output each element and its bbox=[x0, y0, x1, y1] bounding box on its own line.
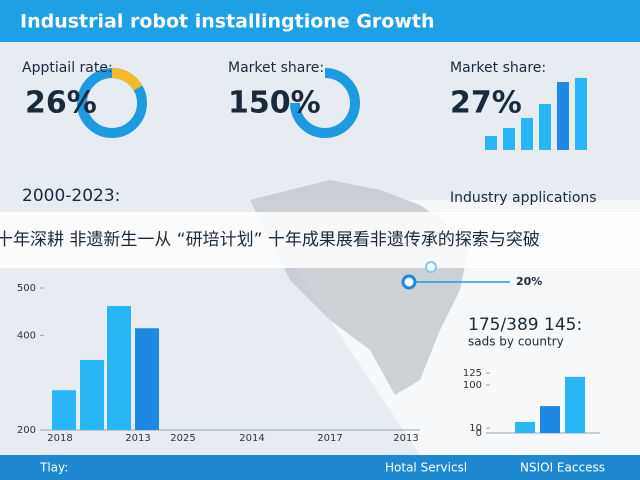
y-tick-label: 400 bbox=[17, 330, 36, 341]
footer-item: Tlay: bbox=[39, 461, 68, 475]
x-tick-label: 2013 bbox=[125, 433, 150, 444]
x-tick-label: 2013 bbox=[393, 433, 418, 444]
kpi-value: 150% bbox=[228, 86, 321, 121]
kpi-value: 26% bbox=[25, 86, 97, 121]
map-dot bbox=[401, 274, 417, 290]
industry: Industry applications bbox=[450, 190, 597, 206]
kpi-label: Apptiail rate: bbox=[22, 60, 113, 76]
kpi-label: Market share: bbox=[228, 60, 324, 76]
x-tick-label: 2025 bbox=[170, 433, 195, 444]
map-dot bbox=[425, 261, 437, 273]
stat-caption: sads by country bbox=[468, 335, 564, 349]
y-tick-label: 125 bbox=[463, 368, 482, 379]
banner-band bbox=[0, 212, 640, 268]
mini-bars bbox=[485, 78, 587, 150]
x-tick-label: 2017 bbox=[317, 433, 342, 444]
y-tick-label: 200 bbox=[17, 425, 36, 436]
bar bbox=[52, 390, 76, 430]
footer-item: Hotal Servicsl bbox=[385, 461, 467, 475]
banner: 十年深耕 非遗新生一从 “研培计划” 十年成果展看非遗传承的探索与突破 bbox=[0, 230, 540, 250]
bar bbox=[540, 406, 560, 433]
footer-band bbox=[0, 455, 640, 480]
y-tick-label: 10 bbox=[469, 423, 482, 434]
title: Industrial robot installingtione Growth bbox=[20, 11, 435, 33]
kpi-value: 27% bbox=[450, 86, 522, 121]
map-label: 20% bbox=[516, 275, 542, 288]
y-tick-label: 500 bbox=[17, 283, 36, 294]
x-tick-label: 2014 bbox=[239, 433, 264, 444]
bar bbox=[80, 359, 104, 430]
bar bbox=[135, 328, 159, 430]
footer-item: NSIOI Eaccess bbox=[520, 461, 605, 475]
bar bbox=[107, 305, 131, 430]
y-tick-label: 100 bbox=[463, 380, 482, 391]
bar bbox=[515, 421, 535, 433]
header-band bbox=[0, 0, 640, 42]
x-tick-label: 2018 bbox=[47, 433, 72, 444]
stat-value: 175/389 145: bbox=[468, 315, 582, 335]
donut-accent bbox=[111, 67, 143, 91]
period: 2000-2023: bbox=[22, 186, 120, 206]
kpi-label: Market share: bbox=[450, 60, 546, 76]
bar bbox=[565, 376, 585, 433]
donut bbox=[290, 68, 360, 138]
y-tick-label: 0 bbox=[476, 428, 482, 439]
